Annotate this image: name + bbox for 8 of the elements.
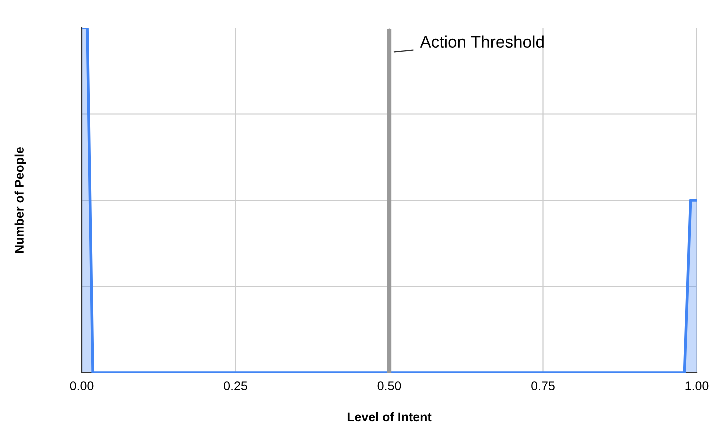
y-axis-title: Number of People [14, 147, 26, 254]
x-axis-title: Level of Intent [348, 412, 432, 422]
x-tick-label: 0.75 [532, 382, 555, 391]
x-tick-label: 0.00 [70, 382, 94, 391]
x-tick-label: 0.25 [224, 382, 248, 391]
ref-line-label: Action Threshold [420, 36, 544, 48]
x-tick-label: 1.00 [686, 382, 709, 391]
x-tick-label: 0.50 [378, 382, 402, 391]
